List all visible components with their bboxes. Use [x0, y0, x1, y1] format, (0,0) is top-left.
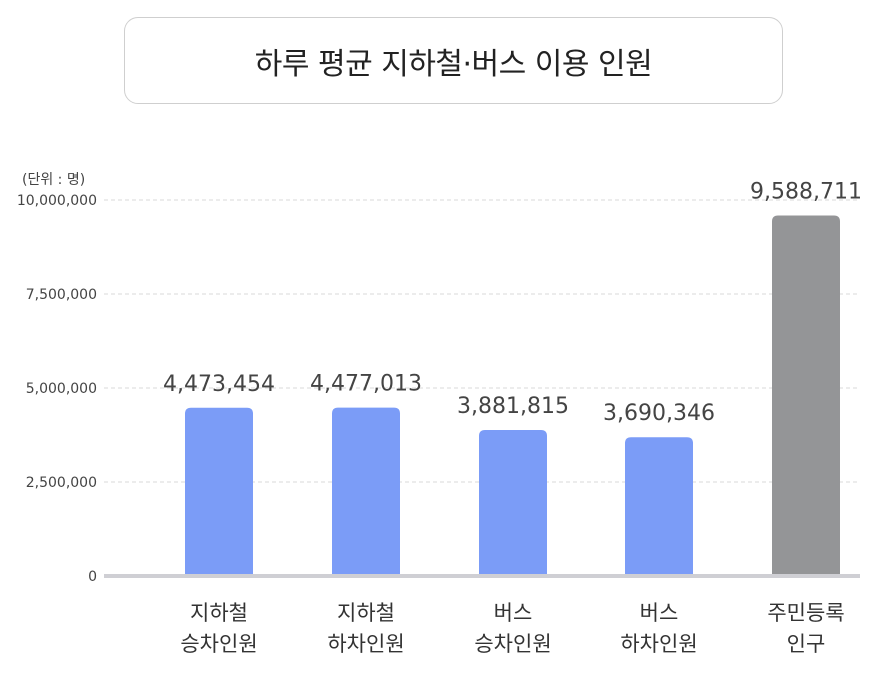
- x-tick-label: 지하철: [190, 601, 248, 625]
- bar: [772, 215, 840, 576]
- bar: [185, 407, 253, 576]
- title-box: 하루 평균 지하철·버스 이용 인원: [124, 17, 783, 104]
- x-tick-label: 승차인원: [474, 632, 551, 656]
- x-tick-label: 하차인원: [620, 632, 697, 656]
- bar: [332, 407, 400, 576]
- data-label: 3,690,346: [603, 401, 715, 426]
- y-tick-label: 10,000,000: [17, 193, 97, 209]
- unit-label: (단위 : 명): [22, 172, 85, 188]
- bar: [625, 437, 693, 576]
- data-label: 3,881,815: [457, 394, 569, 419]
- bar: [479, 430, 547, 576]
- data-label: 4,473,454: [163, 372, 275, 397]
- x-tick-label: 하차인원: [327, 632, 404, 656]
- x-tick-label: 버스: [494, 601, 533, 625]
- y-tick-label: 0: [88, 569, 97, 585]
- data-label: 4,477,013: [310, 372, 422, 397]
- x-tick-label: 승차인원: [180, 632, 257, 656]
- data-label: 9,588,711: [750, 179, 862, 204]
- value-labels: 4,473,454 4,477,013 3,881,815 3,690,346 9,58…: [163, 179, 862, 426]
- x-tick-label: 인구: [787, 632, 826, 656]
- y-tick-label: 2,500,000: [26, 475, 97, 491]
- x-tick-label: 지하철: [337, 601, 395, 625]
- x-tick-label: 주민등록: [767, 601, 844, 625]
- y-tick-label: 5,000,000: [26, 381, 97, 397]
- y-tick-label: 7,500,000: [26, 287, 97, 303]
- y-axis-ticks: 0 2,500,000 5,000,000 7,500,000 10,000,000: [17, 193, 97, 585]
- x-tick-label: 버스: [640, 601, 679, 625]
- bars: [185, 215, 840, 576]
- chart-title: 하루 평균 지하철·버스 이용 인원: [254, 46, 653, 82]
